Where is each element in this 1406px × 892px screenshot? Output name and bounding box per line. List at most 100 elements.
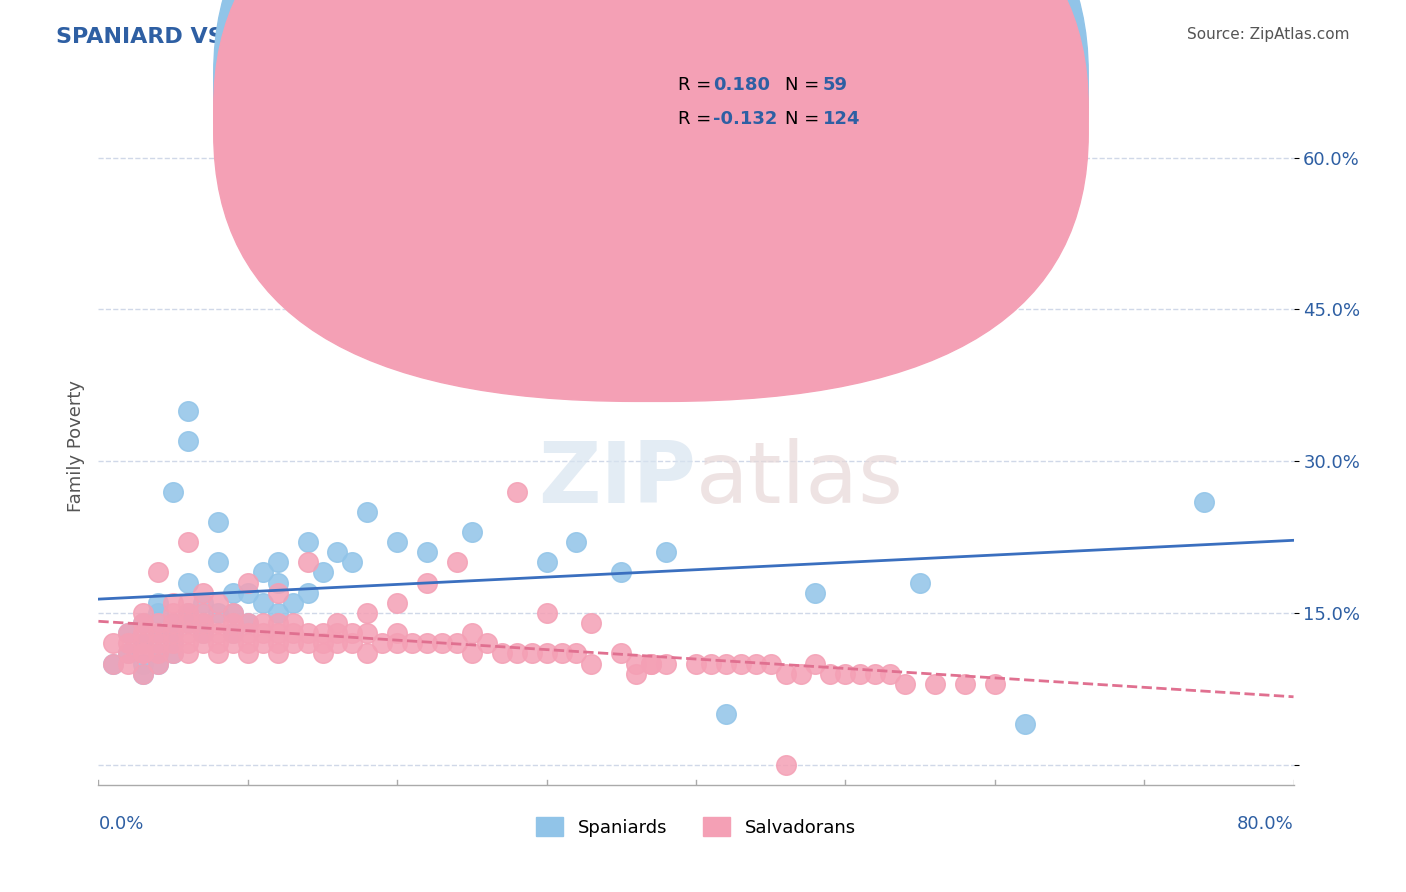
Point [148, 626, 170, 640]
Text: SPANIARD VS SALVADORAN FAMILY POVERTY CORRELATION CHART: SPANIARD VS SALVADORAN FAMILY POVERTY CO… [56, 27, 890, 46]
Point [297, 555, 319, 569]
Point [908, 575, 931, 590]
Point [626, 657, 648, 671]
Point [222, 585, 245, 599]
Text: R =: R = [678, 110, 717, 128]
Point [207, 606, 229, 620]
Text: Source: ZipAtlas.com: Source: ZipAtlas.com [1187, 27, 1350, 42]
Point [416, 545, 439, 559]
Text: N =: N = [785, 110, 824, 128]
Point [385, 636, 409, 650]
Point [191, 636, 214, 650]
Point [326, 626, 349, 640]
Point [626, 666, 648, 681]
Point [148, 596, 170, 610]
Point [177, 606, 200, 620]
Point [775, 666, 797, 681]
Point [207, 647, 229, 661]
Point [730, 657, 752, 671]
Point [222, 606, 245, 620]
Point [924, 677, 946, 691]
Point [446, 555, 468, 569]
Point [311, 647, 333, 661]
Point [416, 575, 439, 590]
Point [162, 626, 184, 640]
Point [222, 626, 245, 640]
Point [416, 636, 439, 650]
Point [789, 666, 811, 681]
Point [162, 626, 184, 640]
Point [714, 657, 737, 671]
Point [177, 647, 200, 661]
Point [297, 626, 319, 640]
Point [162, 484, 184, 499]
Point [685, 657, 707, 671]
Point [177, 606, 200, 620]
Point [342, 626, 364, 640]
Point [356, 647, 378, 661]
Point [356, 626, 378, 640]
Point [148, 647, 170, 661]
Text: 0.0%: 0.0% [98, 815, 143, 833]
Point [148, 647, 170, 661]
Point [491, 647, 513, 661]
Point [148, 626, 170, 640]
Point [984, 677, 1007, 691]
Point [103, 657, 125, 671]
Point [162, 647, 184, 661]
Point [191, 626, 214, 640]
Point [700, 657, 723, 671]
Point [177, 434, 200, 448]
Point [506, 484, 529, 499]
Point [222, 616, 245, 631]
Point [222, 606, 245, 620]
Point [267, 555, 290, 569]
Point [162, 616, 184, 631]
Point [207, 555, 229, 569]
Point [281, 636, 304, 650]
Point [640, 657, 662, 671]
Point [148, 616, 170, 631]
Text: -0.132: -0.132 [713, 110, 778, 128]
Point [804, 585, 827, 599]
Text: R =: R = [678, 76, 717, 94]
Text: 59: 59 [823, 76, 848, 94]
Point [879, 666, 901, 681]
Point [475, 636, 498, 650]
Point [311, 566, 333, 580]
Point [132, 666, 155, 681]
Point [581, 657, 603, 671]
Point [834, 666, 856, 681]
Point [849, 666, 872, 681]
Point [655, 545, 678, 559]
Point [565, 647, 588, 661]
Point [281, 626, 304, 640]
Point [177, 626, 200, 640]
Point [177, 575, 200, 590]
Point [191, 585, 214, 599]
Point [820, 666, 842, 681]
Text: ZIP: ZIP [538, 438, 696, 522]
Point [236, 616, 259, 631]
Point [267, 575, 290, 590]
Point [191, 626, 214, 640]
Point [804, 657, 827, 671]
Point [162, 616, 184, 631]
Point [162, 636, 184, 650]
Point [461, 524, 484, 539]
Point [536, 647, 558, 661]
Point [236, 626, 259, 640]
Point [342, 555, 364, 569]
Point [132, 636, 155, 650]
Point [311, 626, 333, 640]
Point [148, 606, 170, 620]
Point [297, 535, 319, 549]
Point [117, 626, 139, 640]
Point [132, 626, 155, 640]
Text: 124: 124 [823, 110, 860, 128]
Point [177, 403, 200, 417]
Point [267, 647, 290, 661]
Point [281, 616, 304, 631]
Point [117, 647, 139, 661]
Point [132, 636, 155, 650]
